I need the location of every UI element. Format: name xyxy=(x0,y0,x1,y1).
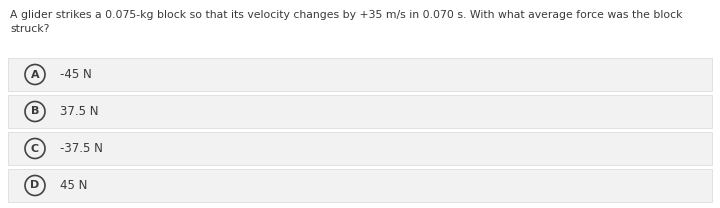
Text: -45 N: -45 N xyxy=(60,68,91,81)
Text: C: C xyxy=(31,144,39,154)
Text: 37.5 N: 37.5 N xyxy=(60,105,99,118)
FancyBboxPatch shape xyxy=(8,95,712,128)
Text: 45 N: 45 N xyxy=(60,179,87,192)
Text: D: D xyxy=(30,181,40,191)
FancyBboxPatch shape xyxy=(8,169,712,202)
Text: -37.5 N: -37.5 N xyxy=(60,142,103,155)
Text: A: A xyxy=(31,69,40,79)
Text: B: B xyxy=(31,106,39,116)
FancyBboxPatch shape xyxy=(8,58,712,91)
Text: struck?: struck? xyxy=(10,24,50,34)
Text: A glider strikes a 0.075-kg block so that its velocity changes by +35 m/s in 0.0: A glider strikes a 0.075-kg block so tha… xyxy=(10,10,683,20)
FancyBboxPatch shape xyxy=(8,132,712,165)
